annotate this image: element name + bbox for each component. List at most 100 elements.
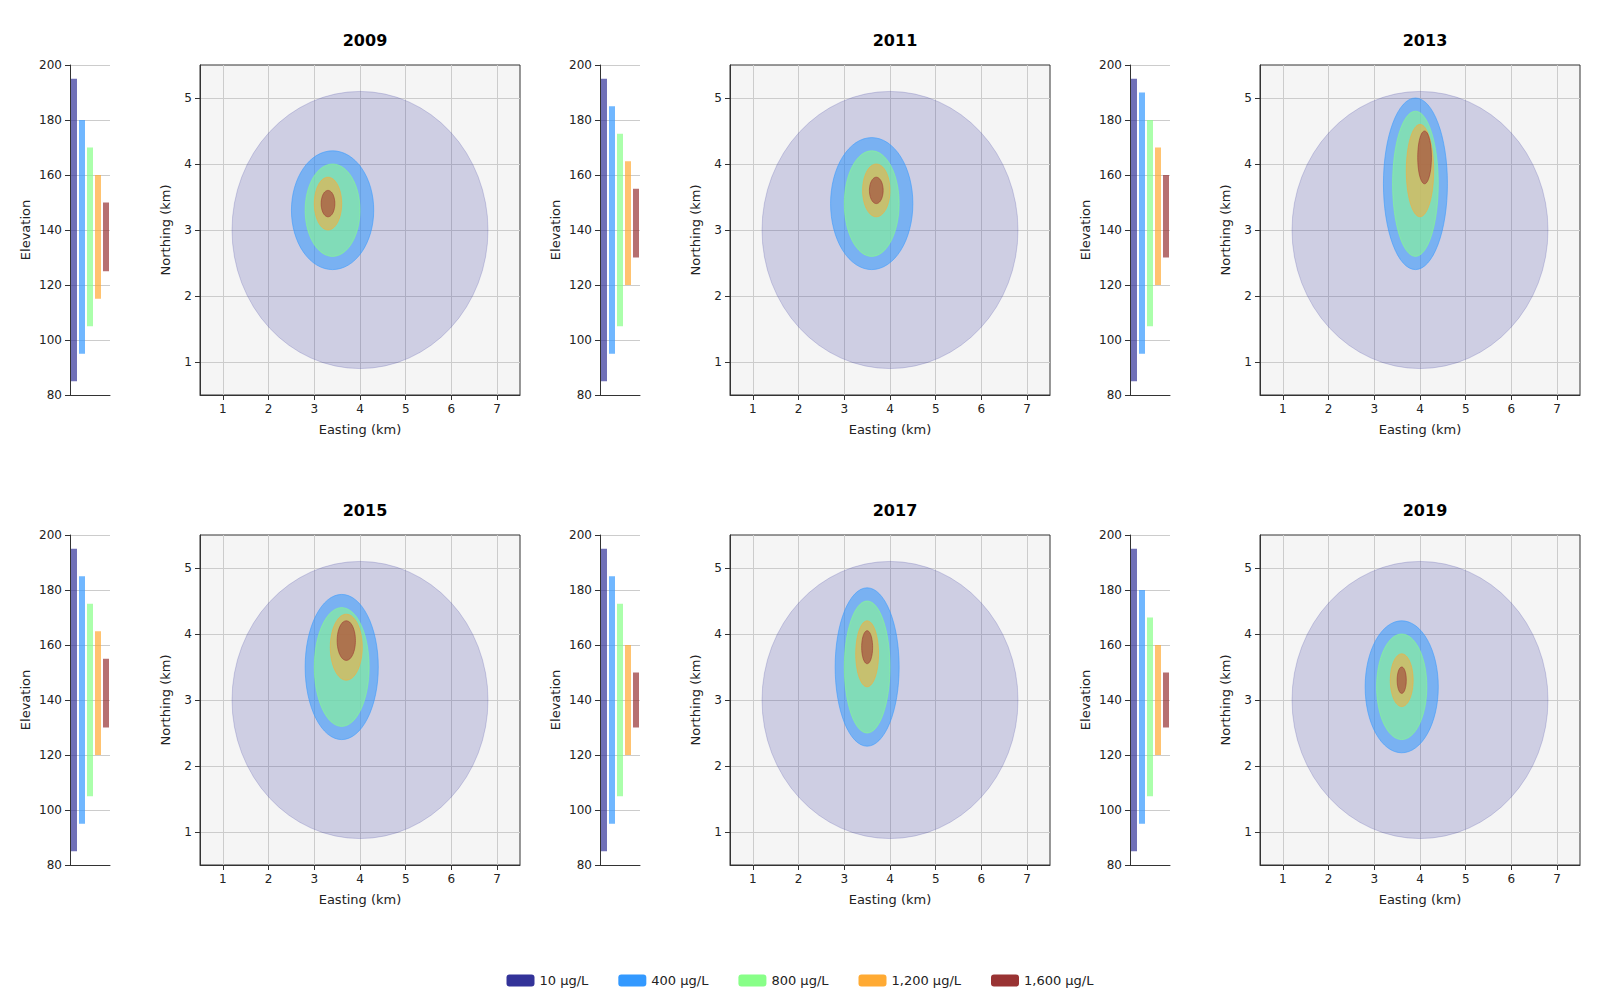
svg-text:Northing (km): Northing (km) xyxy=(1218,185,1233,276)
svg-text:2: 2 xyxy=(714,759,722,773)
svg-text:Easting (km): Easting (km) xyxy=(1379,422,1462,437)
svg-text:3: 3 xyxy=(184,223,192,237)
svg-text:80: 80 xyxy=(1107,388,1122,402)
svg-text:Easting (km): Easting (km) xyxy=(1379,892,1462,907)
svg-text:1: 1 xyxy=(1244,825,1252,839)
svg-text:6: 6 xyxy=(1508,402,1516,416)
svg-text:200: 200 xyxy=(569,528,592,542)
svg-text:4: 4 xyxy=(1416,402,1424,416)
svg-text:4: 4 xyxy=(1244,157,1252,171)
svg-text:4: 4 xyxy=(184,627,192,641)
svg-text:4: 4 xyxy=(714,157,722,171)
svg-text:5: 5 xyxy=(932,402,940,416)
svg-text:5: 5 xyxy=(184,561,192,575)
svg-text:Northing (km): Northing (km) xyxy=(688,185,703,276)
svg-text:Elevation: Elevation xyxy=(18,200,33,260)
svg-text:4: 4 xyxy=(1416,872,1424,886)
svg-text:7: 7 xyxy=(1023,402,1031,416)
svg-text:4: 4 xyxy=(184,157,192,171)
svg-text:6: 6 xyxy=(978,402,986,416)
svg-text:100: 100 xyxy=(1099,333,1122,347)
svg-text:2011: 2011 xyxy=(873,31,918,50)
svg-text:120: 120 xyxy=(569,748,592,762)
svg-text:100: 100 xyxy=(39,333,62,347)
svg-text:5: 5 xyxy=(1244,91,1252,105)
svg-text:5: 5 xyxy=(402,402,410,416)
svg-text:5: 5 xyxy=(1462,872,1470,886)
svg-text:120: 120 xyxy=(1099,278,1122,292)
svg-text:Easting (km): Easting (km) xyxy=(319,892,402,907)
svg-text:5: 5 xyxy=(1244,561,1252,575)
svg-text:5: 5 xyxy=(1462,402,1470,416)
svg-text:100: 100 xyxy=(1099,803,1122,817)
svg-text:Easting (km): Easting (km) xyxy=(319,422,402,437)
svg-text:2: 2 xyxy=(184,759,192,773)
svg-text:Northing (km): Northing (km) xyxy=(158,655,173,746)
svg-text:6: 6 xyxy=(448,872,456,886)
svg-text:4: 4 xyxy=(714,627,722,641)
svg-text:1: 1 xyxy=(1244,355,1252,369)
svg-text:2: 2 xyxy=(1325,402,1333,416)
svg-text:80: 80 xyxy=(577,858,592,872)
svg-text:1: 1 xyxy=(749,872,757,886)
svg-text:2015: 2015 xyxy=(343,501,388,520)
svg-text:120: 120 xyxy=(1099,748,1122,762)
svg-text:80: 80 xyxy=(577,388,592,402)
svg-text:200: 200 xyxy=(39,528,62,542)
svg-text:3: 3 xyxy=(1370,872,1378,886)
svg-text:200: 200 xyxy=(569,58,592,72)
svg-text:120: 120 xyxy=(569,278,592,292)
svg-text:5: 5 xyxy=(714,91,722,105)
svg-text:1,200 µg/L: 1,200 µg/L xyxy=(892,973,962,988)
svg-text:10 µg/L: 10 µg/L xyxy=(540,973,590,988)
svg-text:140: 140 xyxy=(1099,223,1122,237)
svg-text:160: 160 xyxy=(39,638,62,652)
svg-text:4: 4 xyxy=(356,872,364,886)
svg-text:3: 3 xyxy=(310,872,318,886)
svg-text:2013: 2013 xyxy=(1403,31,1448,50)
svg-text:5: 5 xyxy=(402,872,410,886)
svg-text:Elevation: Elevation xyxy=(548,200,563,260)
svg-text:1: 1 xyxy=(184,825,192,839)
svg-text:Northing (km): Northing (km) xyxy=(1218,655,1233,746)
svg-text:100: 100 xyxy=(39,803,62,817)
svg-text:1: 1 xyxy=(714,825,722,839)
svg-text:3: 3 xyxy=(840,402,848,416)
svg-text:180: 180 xyxy=(39,113,62,127)
svg-text:3: 3 xyxy=(714,693,722,707)
svg-text:Elevation: Elevation xyxy=(548,670,563,730)
svg-text:400 µg/L: 400 µg/L xyxy=(651,973,709,988)
svg-text:2: 2 xyxy=(714,289,722,303)
svg-text:Elevation: Elevation xyxy=(18,670,33,730)
svg-text:180: 180 xyxy=(569,583,592,597)
svg-text:3: 3 xyxy=(1244,223,1252,237)
svg-text:4: 4 xyxy=(1244,627,1252,641)
svg-text:140: 140 xyxy=(1099,693,1122,707)
svg-text:180: 180 xyxy=(1099,113,1122,127)
svg-text:6: 6 xyxy=(1508,872,1516,886)
svg-text:160: 160 xyxy=(39,168,62,182)
svg-text:140: 140 xyxy=(569,223,592,237)
svg-text:7: 7 xyxy=(493,872,501,886)
svg-text:3: 3 xyxy=(714,223,722,237)
svg-text:1,600 µg/L: 1,600 µg/L xyxy=(1024,973,1094,988)
svg-text:200: 200 xyxy=(1099,58,1122,72)
svg-text:1: 1 xyxy=(219,872,227,886)
svg-text:2: 2 xyxy=(1244,759,1252,773)
svg-text:5: 5 xyxy=(932,872,940,886)
svg-text:5: 5 xyxy=(184,91,192,105)
svg-text:160: 160 xyxy=(569,638,592,652)
svg-text:800 µg/L: 800 µg/L xyxy=(771,973,829,988)
svg-text:80: 80 xyxy=(47,858,62,872)
svg-text:2: 2 xyxy=(795,872,803,886)
svg-text:3: 3 xyxy=(1370,402,1378,416)
svg-text:80: 80 xyxy=(1107,858,1122,872)
svg-text:2: 2 xyxy=(265,402,273,416)
svg-text:100: 100 xyxy=(569,803,592,817)
svg-text:6: 6 xyxy=(978,872,986,886)
svg-text:160: 160 xyxy=(1099,638,1122,652)
svg-text:2009: 2009 xyxy=(343,31,388,50)
svg-text:1: 1 xyxy=(184,355,192,369)
svg-text:140: 140 xyxy=(569,693,592,707)
svg-text:7: 7 xyxy=(1553,872,1561,886)
